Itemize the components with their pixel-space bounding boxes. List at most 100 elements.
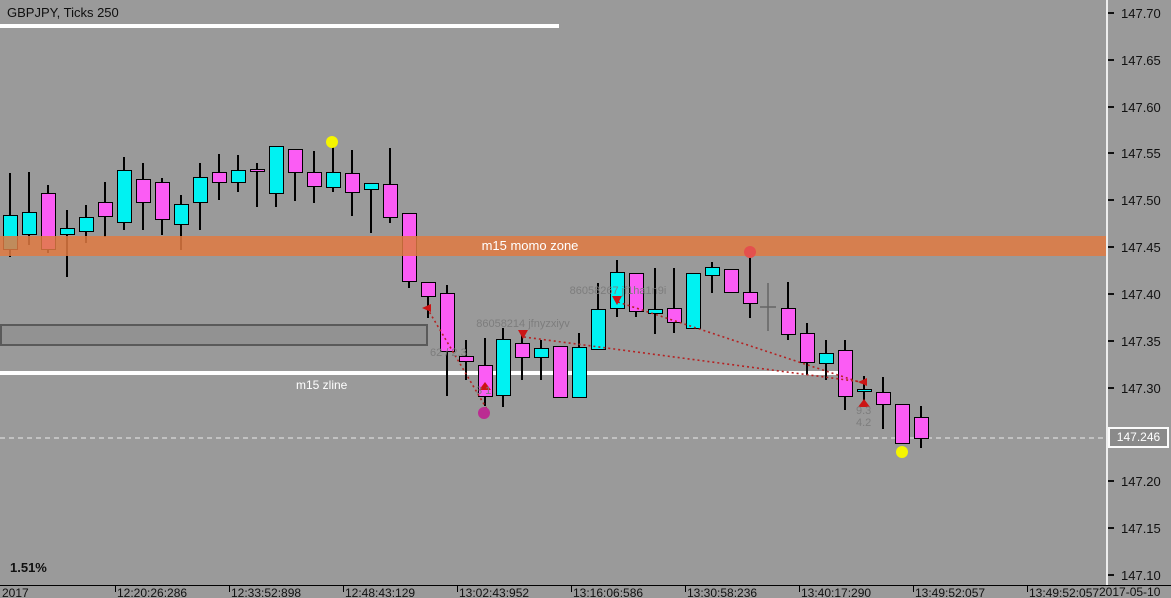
price-tick-label: 147.15 (1121, 521, 1161, 536)
candle-up (364, 183, 379, 190)
candle-down (307, 172, 322, 187)
candle-up (857, 389, 872, 392)
time-label: 2017 (2, 586, 29, 598)
candle-wick (673, 268, 675, 333)
candle-wick (711, 262, 713, 293)
price-tick (1108, 106, 1114, 108)
zline-label: m15 zline (296, 378, 348, 392)
time-tick (685, 586, 686, 592)
time-tick (457, 586, 458, 592)
candle-up (79, 217, 94, 232)
price-tick (1108, 59, 1114, 61)
price-tick-label: 147.60 (1121, 100, 1161, 115)
time-tick (799, 586, 800, 592)
axis-separator (1106, 0, 1108, 585)
price-tick (1108, 199, 1114, 201)
candle-down (421, 282, 436, 297)
candle-up (496, 339, 511, 396)
candle-up (326, 172, 341, 188)
candle-wick (370, 183, 372, 233)
chart-title: GBPJPY, Ticks 250 (7, 5, 119, 20)
price-tick-label: 147.35 (1121, 334, 1161, 349)
time-label: 13:16:06:586 (573, 586, 644, 598)
candle-wick (332, 145, 334, 192)
current-price-box: 147.246 (1108, 427, 1169, 448)
candle-up (174, 204, 189, 225)
time-tick (343, 586, 344, 592)
candle-up (705, 267, 720, 276)
candle-wick (749, 255, 751, 318)
time-tick (229, 586, 230, 592)
price-tick-label: 147.45 (1121, 240, 1161, 255)
time-tick (1027, 586, 1028, 592)
time-label: 12:33:52:898 (231, 586, 302, 598)
candle-down (98, 202, 113, 217)
candle-down (383, 184, 398, 218)
price-tick-label: 147.50 (1121, 193, 1161, 208)
candle-up (193, 177, 208, 203)
price-tick-label: 147.70 (1121, 6, 1161, 21)
price-tick-label: 147.30 (1121, 381, 1161, 396)
price-tick (1108, 293, 1114, 295)
percent-change-label: 1.51% (10, 560, 47, 575)
price-tick (1108, 152, 1114, 154)
candle-wick (654, 268, 656, 334)
price-tick-label: 147.55 (1121, 146, 1161, 161)
stat-text: 9.3 (856, 405, 872, 417)
time-label: 12:48:43:129 (345, 586, 416, 598)
candle-wick (427, 282, 429, 318)
time-label: 13:49:52:057 (1029, 586, 1100, 598)
time-label: 13:02:43:952 (459, 586, 530, 598)
candle-up (117, 170, 132, 223)
zline-line[interactable] (0, 371, 848, 375)
time-label: 13:40:17:290 (801, 586, 872, 598)
candle-down (288, 149, 303, 173)
resistance-line[interactable] (0, 24, 559, 28)
candle-down (724, 269, 739, 293)
price-tick (1108, 340, 1114, 342)
price-tick (1108, 246, 1114, 248)
candle-up (60, 228, 75, 235)
price-tick (1108, 527, 1114, 529)
price-tick-label: 147.10 (1121, 568, 1161, 583)
candle-down (914, 417, 929, 439)
candle-down (136, 179, 151, 203)
time-axis-border (0, 585, 1171, 586)
order-id-label: 86058214 jfnyzxiyv (476, 318, 570, 330)
price-tick-label: 147.20 (1121, 474, 1161, 489)
time-tick (115, 586, 116, 592)
price-tick (1108, 480, 1114, 482)
candle-down (155, 182, 170, 220)
price-tick-label: 147.65 (1121, 53, 1161, 68)
price-tick-label: 147.40 (1121, 287, 1161, 302)
candle-down (250, 169, 265, 172)
momo-zone-label: m15 momo zone (481, 238, 579, 253)
stat-text: 4.2 (856, 417, 872, 429)
time-label: 13:49:52:057 (915, 586, 986, 598)
date-label: 2017-05-10 (1099, 585, 1161, 598)
current-price-dashed-line (0, 437, 1110, 439)
price-tick (1108, 574, 1114, 576)
time-tick (571, 586, 572, 592)
candle-down (345, 173, 360, 193)
candle-wick (28, 172, 30, 245)
price-tick (1108, 12, 1114, 14)
price-tick (1108, 387, 1114, 389)
time-label: 13:30:58:236 (687, 586, 758, 598)
time-label: 12:20:26:286 (117, 586, 188, 598)
candle-down (876, 392, 891, 405)
candle-up (231, 170, 246, 183)
candle-down (212, 172, 227, 183)
momo-zone-band[interactable] (0, 236, 1106, 256)
candle-down (895, 404, 910, 444)
candle-wick (256, 163, 258, 207)
candle-up (269, 146, 284, 194)
candle-up (22, 212, 37, 235)
time-tick (913, 586, 914, 592)
candle-wick (294, 149, 296, 201)
order-id-label: 86058267 jf1ha1n9i (569, 285, 667, 297)
